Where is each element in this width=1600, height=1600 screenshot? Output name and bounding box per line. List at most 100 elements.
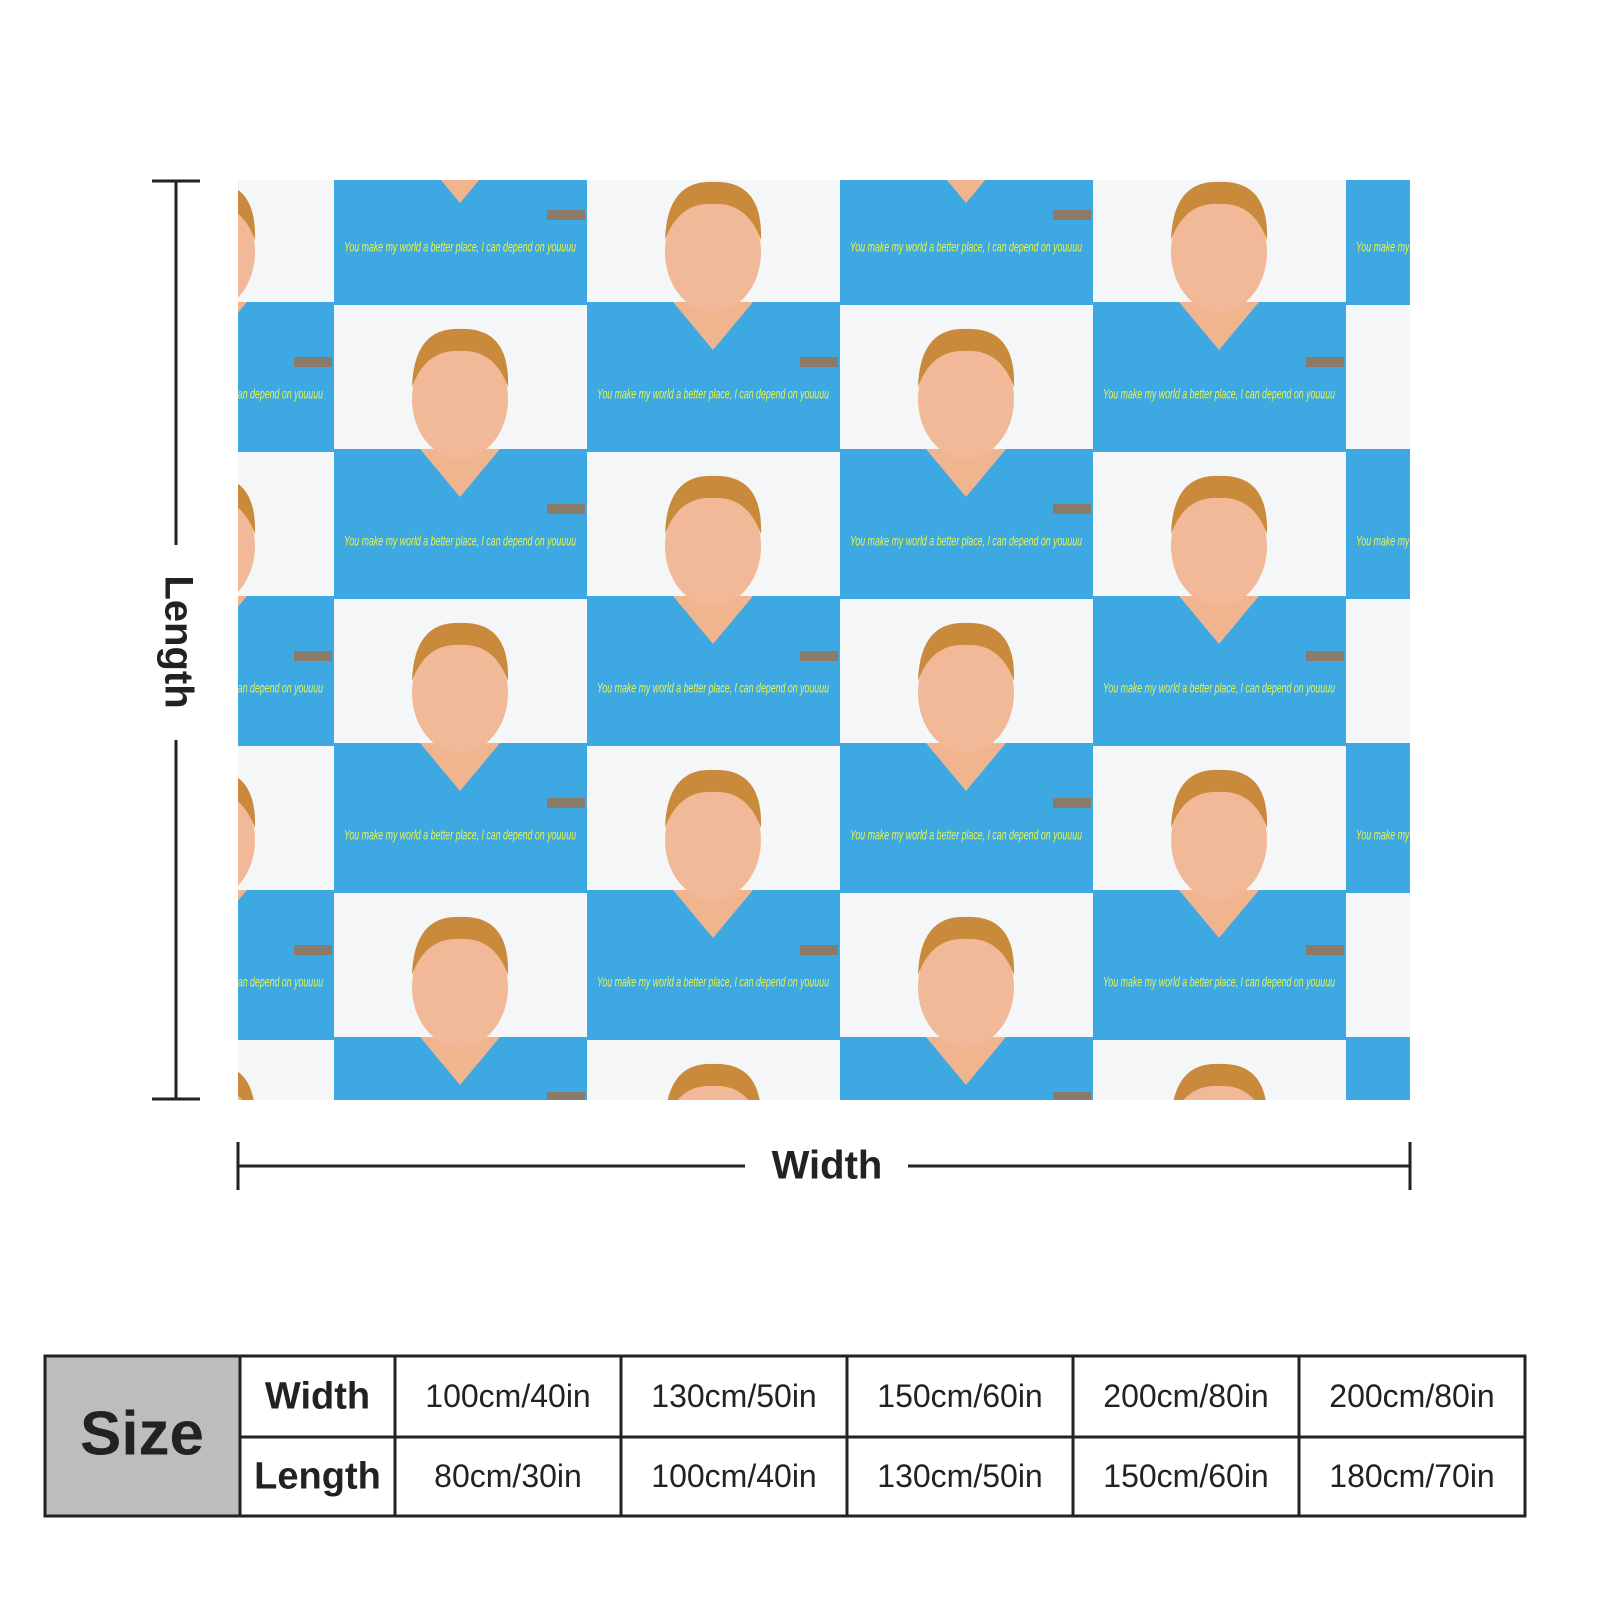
pattern-text: You make my world a better place, I can …: [344, 1121, 576, 1137]
shirt: [1346, 743, 1410, 893]
pattern-tile: You make my world a better place, I can …: [41, 1071, 334, 1334]
logo-strip: [1306, 357, 1344, 367]
pattern-tile: You make my world a better place, I can …: [41, 483, 334, 746]
pattern-tile: You make my world a better place, I can …: [1306, 623, 1588, 893]
hair: [665, 475, 762, 534]
width-label: Width: [772, 1144, 883, 1188]
pattern-tile: You make my world a better place, I can …: [547, 181, 840, 452]
hair: [665, 181, 762, 240]
face: [412, 339, 508, 459]
pattern-text: You make my world a better place, I can …: [1103, 1268, 1335, 1284]
neck: [926, 1037, 1006, 1085]
size-value: 130cm/50in: [651, 1378, 816, 1414]
hair: [1171, 181, 1268, 240]
pattern-tile: You make my world a better place, I can …: [1053, 769, 1346, 1040]
shirt: [81, 1184, 334, 1334]
pattern-text: You make my world a better place, I can …: [344, 239, 576, 255]
hair: [412, 916, 509, 975]
pattern-tile: You make my world a better place, I can …: [1559, 476, 1600, 746]
length-dimension: [152, 179, 200, 1101]
size-value: 200cm/80in: [1329, 1378, 1494, 1414]
face: [665, 192, 761, 312]
pattern-text: You make my world a better place, I can …: [344, 533, 576, 549]
pattern-text: You make my world a better place, I can …: [0, 827, 70, 843]
pattern-tile: You make my world a better place, I can …: [1559, 182, 1600, 452]
hair: [238, 777, 256, 828]
neck: [1179, 1184, 1259, 1232]
logo-strip: [1053, 210, 1091, 220]
logo-strip: [1306, 945, 1344, 955]
hair: [918, 916, 1015, 975]
pattern-text: You make my world a better place, I can …: [0, 239, 70, 255]
pattern-text: You make my world a better place, I can …: [0, 533, 70, 549]
logo-strip: [800, 357, 838, 367]
hair: [1424, 917, 1520, 975]
logo-strip: [41, 504, 79, 514]
hair: [412, 328, 509, 387]
neck: [926, 743, 1006, 791]
logo-strip: [41, 210, 79, 220]
logo-strip: [294, 945, 332, 955]
neck: [1179, 890, 1259, 938]
hair: [1171, 475, 1268, 534]
logo-strip: [800, 945, 838, 955]
pattern-tile: You make my world a better place, I can …: [1559, 1064, 1600, 1334]
pattern-text: You make my world a better place, I can …: [0, 1121, 70, 1137]
shirt: [238, 302, 334, 452]
shirt: [0, 1037, 81, 1187]
hair: [0, 917, 2, 975]
pattern-tile: You make my world a better place, I can …: [840, 180, 1093, 305]
face: [0, 927, 2, 1047]
pattern-tile: You make my world a better place, I can …: [1346, 35, 1588, 305]
pattern-tile: You make my world a better place, I can …: [41, 189, 334, 452]
neck: [1179, 302, 1259, 350]
face: [0, 339, 2, 459]
size-value: 200cm/80in: [1103, 1378, 1268, 1414]
size-value: 150cm/60in: [877, 1378, 1042, 1414]
pattern-tile: You make my world a better place, I can …: [1053, 1063, 1335, 1284]
face: [0, 633, 2, 753]
shirt: [238, 596, 334, 746]
logo-strip: [1559, 798, 1597, 808]
shirt: [238, 890, 334, 1040]
pattern-tile: You make my world a better place, I can …: [1306, 917, 1520, 1100]
face: [1424, 45, 1520, 165]
pattern-tile: You make my world a better place, I can …: [547, 769, 840, 1040]
shirt: [1346, 1037, 1410, 1100]
logo-strip: [1053, 798, 1091, 808]
pattern-tile: You make my world a better place, I can …: [547, 1063, 840, 1334]
pattern-text: You make my world a better place, I can …: [1356, 239, 1588, 255]
hair: [0, 329, 2, 387]
pattern-text: You make my world a better place, I can …: [597, 1268, 829, 1284]
hair: [1424, 35, 1520, 93]
pattern-text: You make my world a better place, I can …: [597, 680, 829, 696]
logo-strip: [1306, 651, 1344, 661]
pattern-text: You make my world a better place, I can …: [1356, 827, 1588, 843]
neck: [926, 449, 1006, 497]
pattern-text: You make my world a better place, I can …: [91, 386, 323, 402]
logo-strip: [547, 798, 585, 808]
pattern-tile: You make my world a better place, I can …: [0, 917, 81, 1187]
logo-strip: [1559, 1092, 1597, 1102]
pattern-text: You make my world a better place, I can …: [850, 239, 1082, 255]
length-label: Length: [156, 575, 200, 708]
neck: [440, 180, 480, 203]
hair: [1424, 623, 1520, 681]
shirt: [1346, 449, 1410, 599]
pattern-text: You make my world a better place, I can …: [597, 386, 829, 402]
neck: [420, 449, 500, 497]
neck: [238, 596, 247, 607]
pattern-text: You make my world a better place, I can …: [344, 827, 576, 843]
pattern-tile: You make my world a better place, I can …: [1306, 357, 1410, 599]
pattern-text: You make my world a better place, I can …: [1103, 974, 1335, 990]
logo-strip: [41, 1092, 79, 1102]
shirt: [587, 1184, 840, 1334]
hair: [918, 622, 1015, 681]
hair: [1171, 769, 1268, 828]
hair: [0, 623, 2, 681]
face: [0, 45, 2, 165]
neck: [1432, 1037, 1512, 1085]
size-table: Size Width 100cm/40in 130cm/50in 150cm/60in…: [43, 1354, 1527, 1518]
size-value: 80cm/30in: [434, 1458, 582, 1494]
